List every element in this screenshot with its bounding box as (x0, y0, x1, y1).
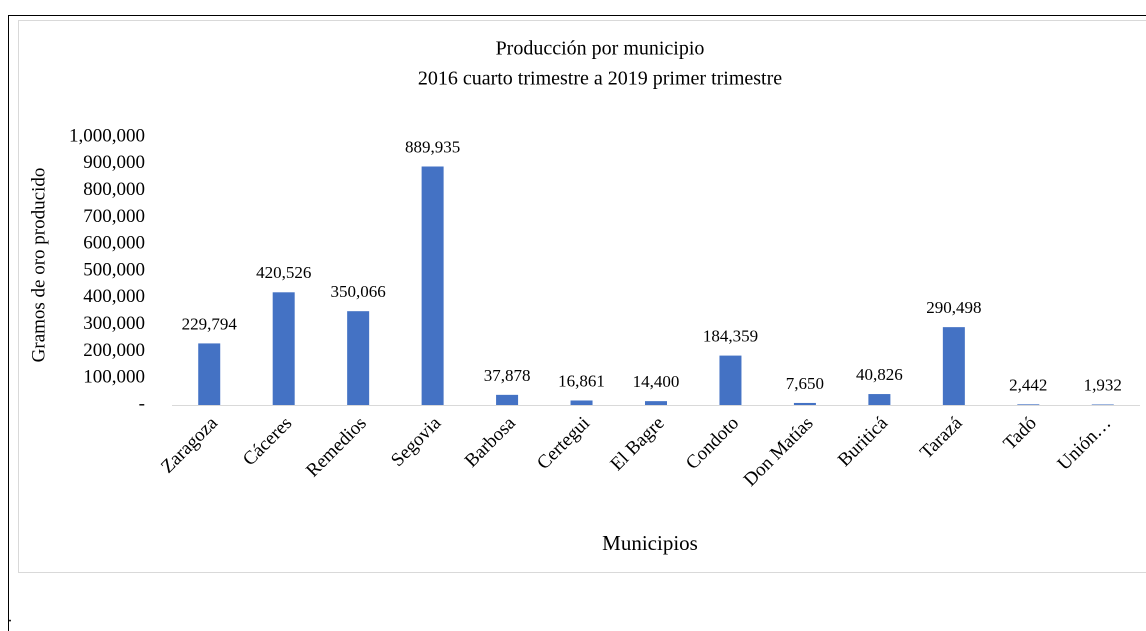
bar (421, 166, 444, 405)
data-label: 37,878 (484, 366, 531, 385)
bar (496, 394, 519, 405)
chart-area (18, 20, 1146, 573)
data-label: 184,359 (703, 326, 758, 345)
y-tick-label: 800,000 (83, 179, 145, 200)
y-tick-label: 400,000 (83, 286, 145, 307)
bar (793, 402, 816, 405)
y-tick-label: 100,000 (83, 367, 145, 388)
x-tick-label: Segovia (387, 412, 446, 471)
data-label: 40,826 (856, 365, 903, 384)
bar (868, 394, 891, 405)
bar (272, 292, 295, 405)
chart-title: Producción por municipio (496, 38, 705, 60)
x-tick-label: Cáceres (239, 413, 296, 470)
y-tick-label: - (139, 393, 145, 414)
x-tick-label: Tarazá (916, 412, 967, 463)
data-label: 7,650 (786, 374, 824, 393)
bar (1091, 404, 1114, 405)
y-axis-label: Gramos de oro producido (28, 168, 49, 363)
bar (645, 401, 667, 405)
x-tick-label: Barbosa (461, 412, 520, 471)
y-tick-label: 600,000 (83, 233, 145, 254)
bar (570, 400, 593, 405)
bar (1017, 404, 1040, 405)
bar (719, 355, 742, 405)
footnote: . (8, 609, 12, 626)
x-tick-label: Remedios (302, 413, 371, 482)
y-tick-label: 900,000 (83, 152, 145, 173)
bar (198, 343, 221, 405)
data-label: 420,526 (256, 263, 311, 282)
data-label: 14,400 (633, 372, 680, 391)
data-label: 229,794 (182, 314, 238, 333)
y-tick-label: 300,000 (83, 313, 145, 334)
y-tick-label: 1,000,000 (69, 125, 145, 146)
data-label: 350,066 (331, 282, 386, 301)
x-tick-label: Zaragoza (157, 412, 222, 477)
data-label: 2,442 (1009, 375, 1047, 394)
data-label: 16,861 (558, 371, 605, 390)
x-tick-label: Tadó (999, 413, 1041, 455)
data-label: 889,935 (405, 137, 460, 156)
bar (942, 327, 965, 405)
x-tick-label: Buriticá (834, 412, 893, 471)
x-tick-label: Unión… (1054, 413, 1116, 475)
x-tick-label: Condoto (682, 413, 743, 474)
x-tick-label: Don Matías (740, 413, 818, 491)
x-axis-label: Municipios (602, 531, 698, 555)
data-label: 1,932 (1084, 375, 1122, 394)
x-tick-label: El Bagre (606, 413, 668, 475)
y-tick-label: 700,000 (83, 206, 145, 227)
x-tick-label: Certegui (533, 413, 594, 474)
data-label: 290,498 (926, 298, 981, 317)
bar (347, 311, 370, 405)
y-tick-label: 200,000 (83, 340, 145, 361)
y-tick-label: 500,000 (83, 259, 145, 280)
chart-subtitle: 2016 cuarto trimestre a 2019 primer trim… (418, 68, 782, 90)
